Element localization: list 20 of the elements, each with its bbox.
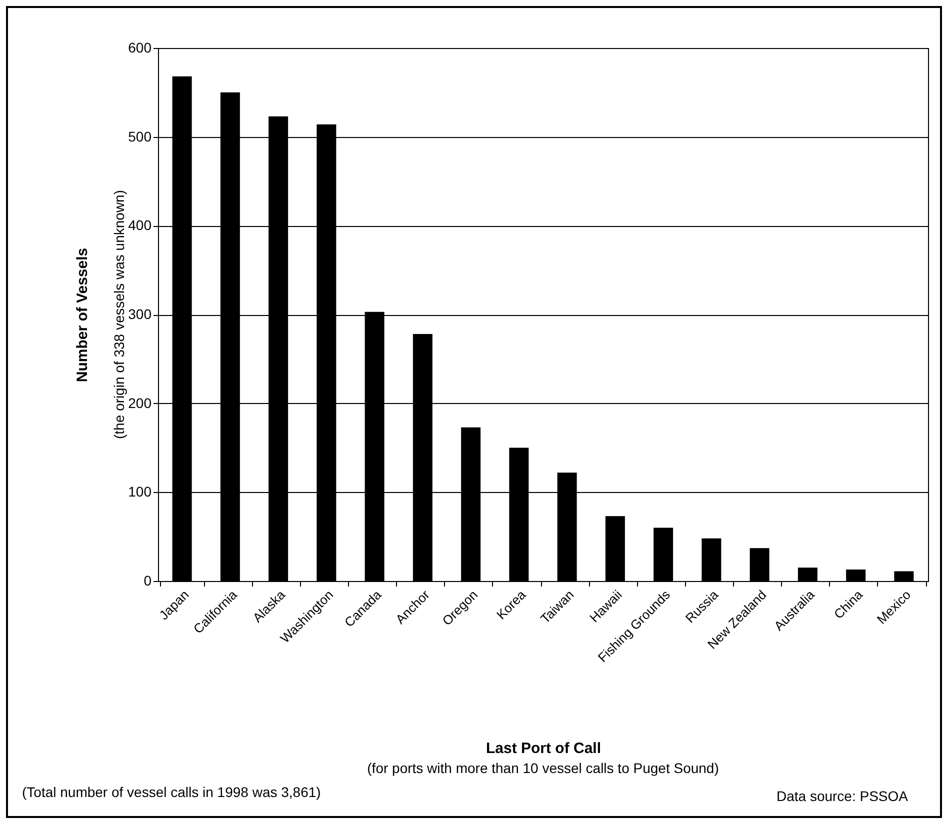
y-tick-label: 400 xyxy=(128,217,152,234)
source-note: Data source: PSSOA xyxy=(776,788,909,804)
y-tick-label: 0 xyxy=(144,572,152,588)
text: (Total number of vessel calls in 1998 was 3,861) xyxy=(22,784,321,800)
y-tick-label: 200 xyxy=(128,394,152,411)
bar xyxy=(846,569,866,581)
text: (for ports with more than 10 vessel calls to Puget Sound) xyxy=(367,760,719,776)
y-axis-title: Number of Vessels xyxy=(74,248,92,382)
text: (the origin of 338 vessels was unknown) xyxy=(111,190,127,440)
x-axis-title: Last Port of Call xyxy=(486,740,602,758)
y-tick-label: 300 xyxy=(128,306,152,322)
y-tick-label: 500 xyxy=(128,128,152,144)
bar xyxy=(798,568,818,581)
y-tick-label: 100 xyxy=(128,484,152,500)
bar xyxy=(654,528,674,581)
bar xyxy=(702,538,722,581)
y-tick-label: 600 xyxy=(128,40,152,56)
bar xyxy=(894,571,914,581)
bar xyxy=(605,516,625,581)
bar xyxy=(750,548,770,581)
